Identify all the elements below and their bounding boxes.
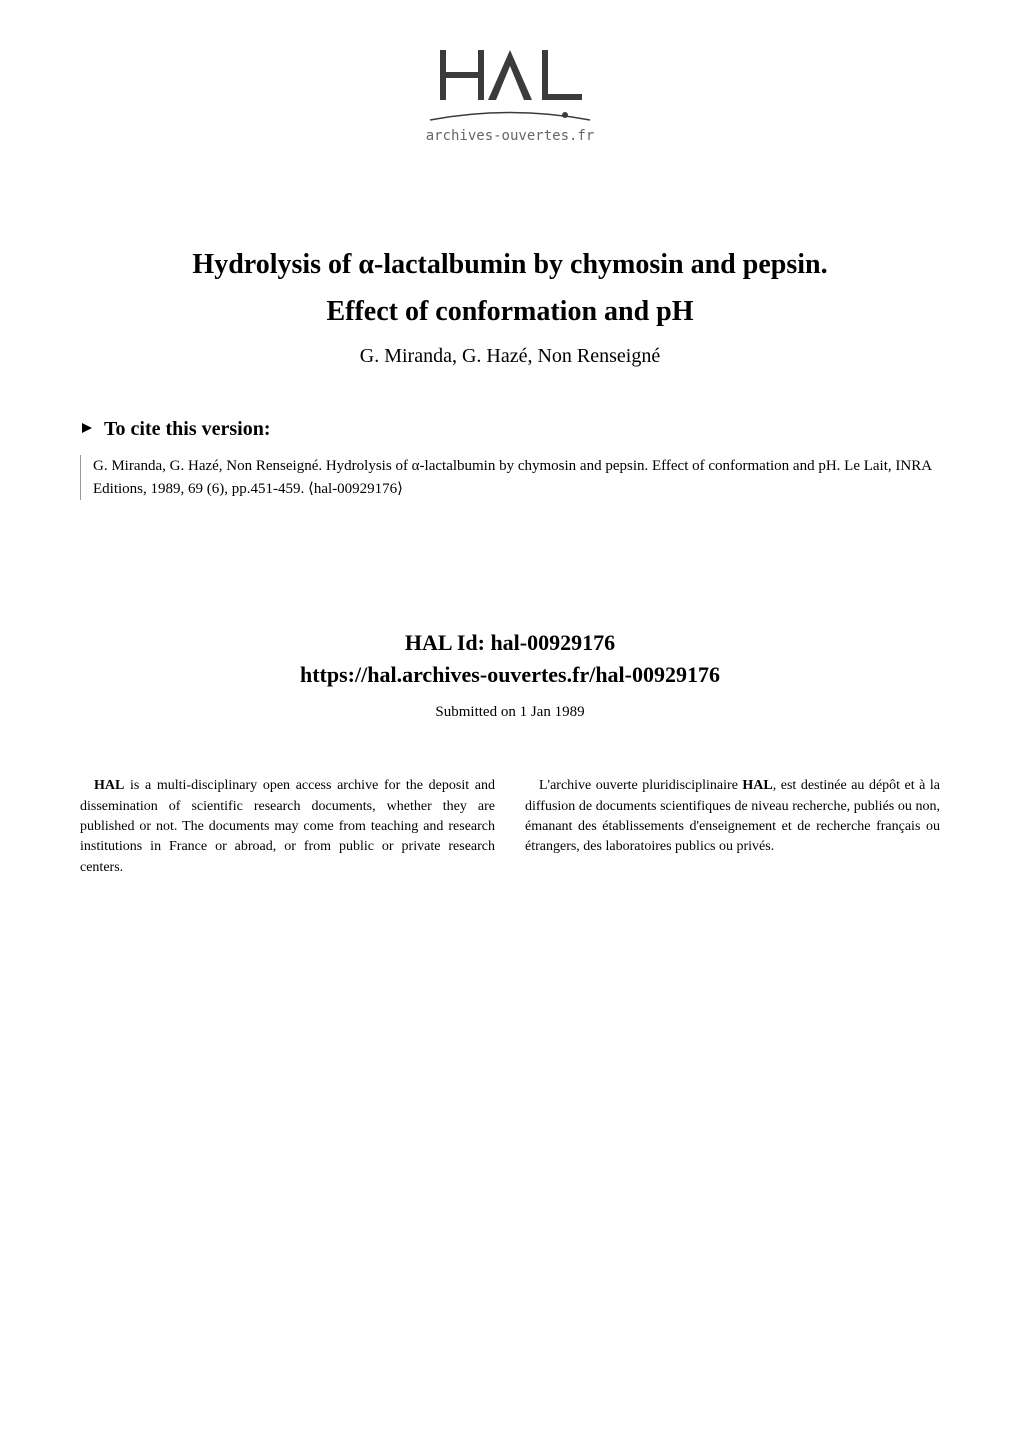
description-french: L'archive ouverte pluridisciplinaire HAL… xyxy=(525,776,940,877)
svg-text:archives-ouvertes.fr: archives-ouvertes.fr xyxy=(426,128,595,144)
description-english: HAL is a multi-disciplinary open access … xyxy=(80,776,495,877)
description-english-body: is a multi-disciplinary open access arch… xyxy=(80,778,495,874)
hal-id-block: HAL Id: hal-00929176 https://hal.archive… xyxy=(80,630,940,688)
description-french-prefix: L'archive ouverte pluridisciplinaire xyxy=(539,778,742,793)
cite-text: G. Miranda, G. Hazé, Non Renseigné. Hydr… xyxy=(93,458,931,497)
paper-title-line2: Effect of conformation and pH xyxy=(80,292,940,331)
cite-block: G. Miranda, G. Hazé, Non Renseigné. Hydr… xyxy=(80,455,940,500)
description-english-label: HAL xyxy=(94,778,124,793)
hal-id: HAL Id: hal-00929176 xyxy=(80,630,940,656)
cite-heading-text: To cite this version: xyxy=(104,418,270,441)
hal-url[interactable]: https://hal.archives-ouvertes.fr/hal-009… xyxy=(80,662,940,688)
cite-heading: To cite this version: xyxy=(80,418,940,441)
hal-logo-svg: archives-ouvertes.fr xyxy=(410,40,610,160)
submitted-date: Submitted on 1 Jan 1989 xyxy=(80,704,940,721)
hal-logo: archives-ouvertes.fr xyxy=(80,40,940,165)
description-french-label: HAL xyxy=(742,778,772,793)
paper-title-line1: Hydrolysis of α-lactalbumin by chymosin … xyxy=(80,245,940,284)
descriptions: HAL is a multi-disciplinary open access … xyxy=(80,776,940,877)
paper-authors: G. Miranda, G. Hazé, Non Renseigné xyxy=(80,345,940,368)
triangle-icon xyxy=(80,418,94,441)
